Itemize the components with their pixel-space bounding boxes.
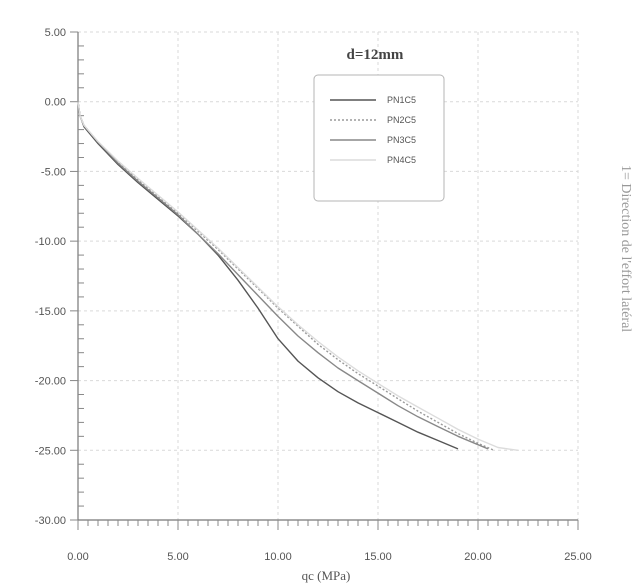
chart-title: d=12mm: [347, 47, 404, 63]
legend: PN1C5 PN2C5 PN3C5 PN4C5: [313, 74, 445, 202]
y-tick-label: 0.00: [45, 97, 66, 109]
y-tick-label: -25.00: [35, 445, 66, 457]
legend-box: [313, 74, 445, 202]
legend-label: PN3C5: [387, 135, 416, 145]
x-tick-label: 15.00: [364, 551, 392, 563]
legend-label: PN2C5: [387, 115, 416, 125]
y-tick-label: -20.00: [35, 376, 66, 388]
x-tick-label: 20.00: [464, 551, 492, 563]
y-tick-label: -30.00: [35, 515, 66, 527]
series-line-pn1c5: [77, 101, 459, 450]
y-tick-label: 5.00: [45, 27, 66, 39]
x-tick-label: 25.00: [564, 551, 592, 563]
series-line-pn3c5: [77, 101, 489, 450]
x-axis-label: qc (MPa): [302, 568, 351, 583]
x-tick-label: 5.00: [167, 551, 188, 563]
series-line-pn4c5: [77, 101, 519, 451]
y-tick-label: -15.00: [35, 306, 66, 318]
y-tick-label: -10.00: [35, 236, 66, 248]
x-tick-label: 10.00: [264, 551, 292, 563]
legend-label: PN4C5: [387, 155, 416, 165]
series-group: [77, 101, 519, 451]
axes: 0.00 5.00 10.00 15.00 20.00 25.00 5.00 0.00 -5.0…: [35, 27, 592, 563]
side-caption: 1= Direction de l'effort latéral: [618, 165, 633, 332]
legend-label: PN1C5: [387, 95, 416, 105]
y-tick-label: -5.00: [41, 166, 66, 178]
x-tick-label: 0.00: [67, 551, 88, 563]
